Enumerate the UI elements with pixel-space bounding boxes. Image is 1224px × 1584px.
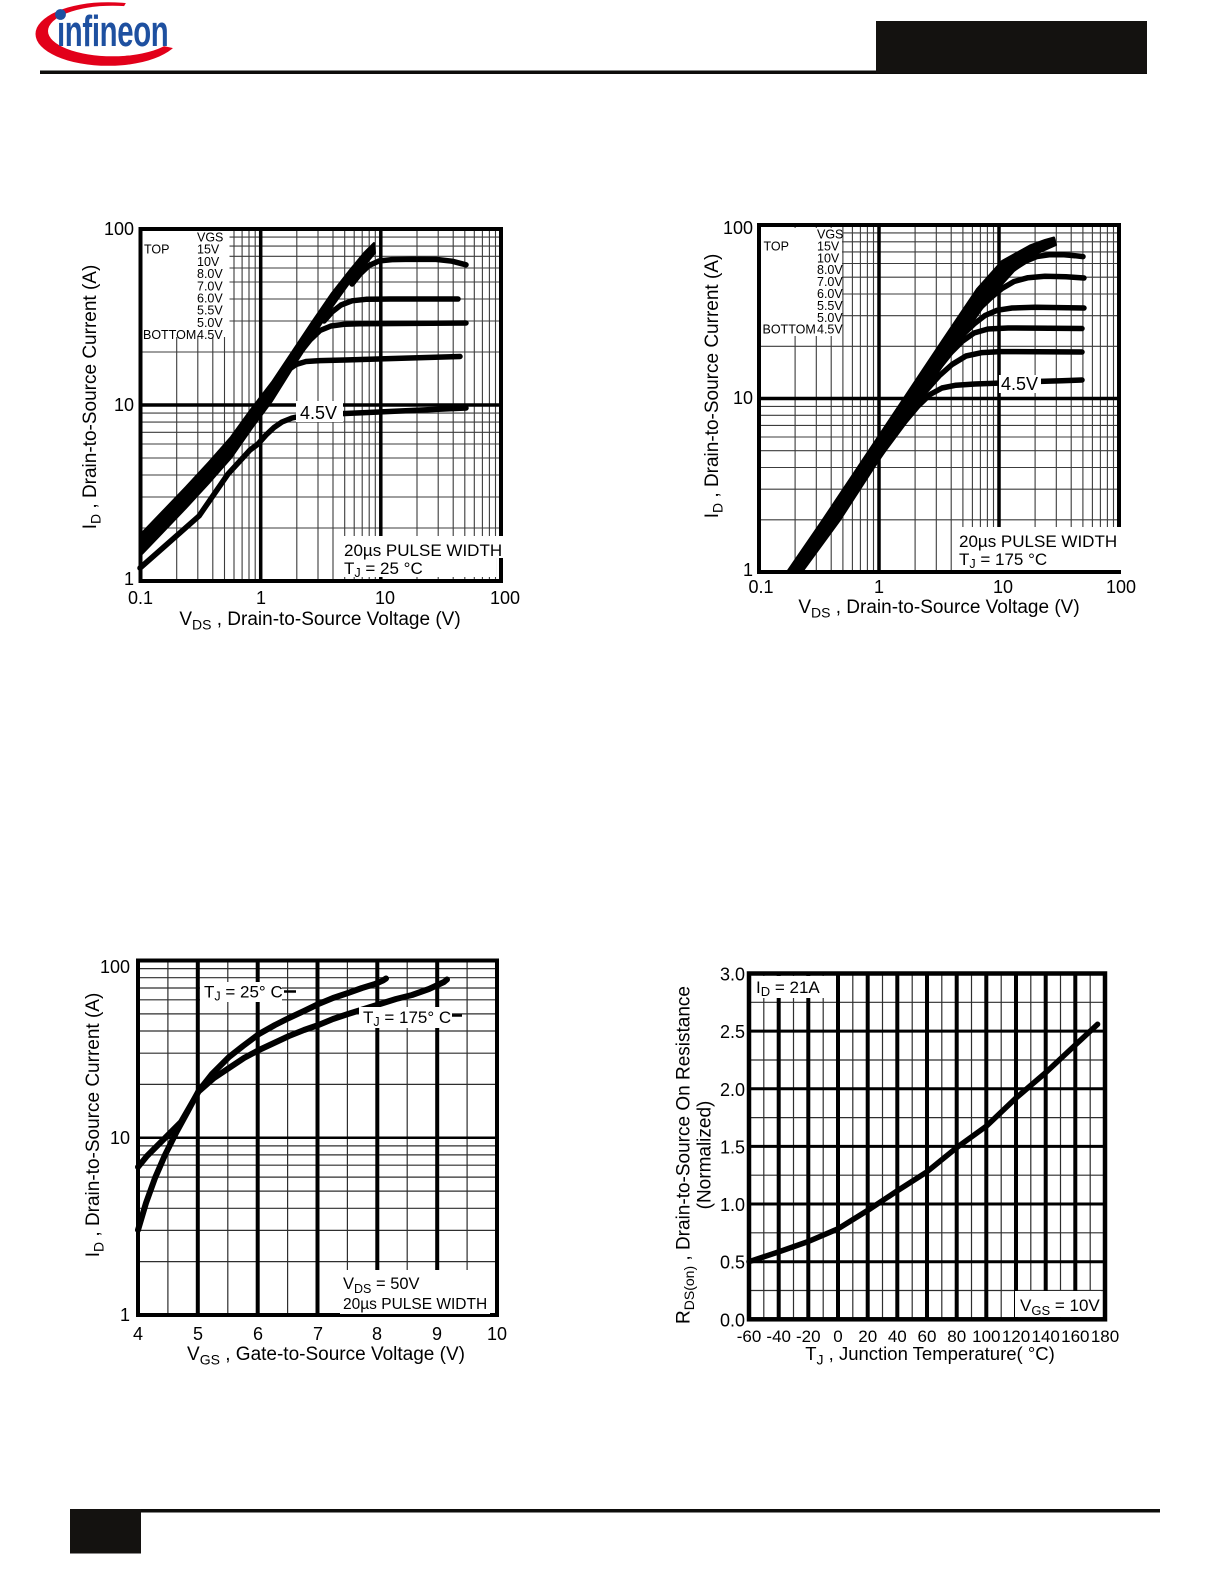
svg-text:ID , Drain-to-Source Current: ID , Drain-to-Source Current (A) (702, 254, 726, 519)
svg-text:180: 180 (1091, 1327, 1119, 1346)
svg-text:100: 100 (972, 1327, 1000, 1346)
svg-text:VGS: VGS (817, 228, 843, 242)
svg-text:(Normalized): (Normalized) (695, 1101, 716, 1210)
svg-text:20µs PULSE WIDTH: 20µs PULSE WIDTH (344, 541, 502, 560)
svg-text:ID , Drain-to-Source Current: ID , Drain-to-Source Current (A) (80, 265, 104, 530)
svg-text:20µs PULSE WIDTH: 20µs PULSE WIDTH (959, 532, 1117, 551)
svg-text:VDS , Drain-to-Source Voltage: VDS , Drain-to-Source Voltage (V) (798, 597, 1079, 621)
svg-text:10V: 10V (817, 251, 840, 265)
svg-text:10: 10 (375, 588, 395, 608)
svg-text:20µs PULSE WIDTH: 20µs PULSE WIDTH (343, 1296, 487, 1313)
svg-text:-20: -20 (796, 1327, 821, 1346)
svg-text:100: 100 (104, 219, 134, 239)
svg-text:2.0: 2.0 (720, 1080, 745, 1100)
svg-text:100: 100 (1106, 577, 1136, 597)
svg-text:15V: 15V (817, 239, 840, 253)
svg-text:5.0V: 5.0V (197, 316, 223, 330)
svg-text:15V: 15V (197, 243, 220, 257)
svg-text:-40: -40 (766, 1327, 791, 1346)
svg-text:60: 60 (918, 1327, 937, 1346)
svg-text:VGS: VGS (197, 231, 223, 245)
svg-text:4.5V: 4.5V (1001, 374, 1038, 394)
svg-text:10: 10 (487, 1324, 507, 1344)
svg-text:4.5V: 4.5V (817, 323, 843, 337)
svg-text:1.5: 1.5 (720, 1137, 745, 1157)
svg-text:80: 80 (947, 1327, 966, 1346)
svg-text:100: 100 (490, 588, 520, 608)
svg-text:4: 4 (133, 1324, 143, 1344)
svg-text:TOP: TOP (144, 243, 169, 257)
svg-text:RDS(on) , Drain-to-Source On R: RDS(on) , Drain-to-Source On Resistance (674, 986, 698, 1324)
svg-text:5.5V: 5.5V (817, 299, 843, 313)
svg-text:7: 7 (313, 1324, 323, 1344)
svg-text:-60: -60 (737, 1327, 762, 1346)
svg-text:VDS , Drain-to-Source Voltage: VDS , Drain-to-Source Voltage (V) (179, 609, 460, 633)
svg-text:4.5V: 4.5V (197, 328, 223, 342)
svg-text:0.1: 0.1 (128, 588, 153, 608)
svg-text:160: 160 (1061, 1327, 1089, 1346)
svg-text:1: 1 (874, 577, 884, 597)
svg-text:6: 6 (253, 1324, 263, 1344)
svg-text:0.5: 0.5 (720, 1253, 745, 1273)
svg-text:1: 1 (124, 569, 134, 589)
svg-text:6.0V: 6.0V (197, 292, 223, 306)
svg-text:8.0V: 8.0V (197, 267, 223, 281)
svg-text:0: 0 (833, 1327, 842, 1346)
svg-text:0.0: 0.0 (720, 1310, 745, 1330)
svg-text:0.1: 0.1 (748, 577, 773, 597)
svg-text:TJ = 175 °C: TJ = 175 °C (959, 550, 1047, 571)
svg-text:VGS = 10V: VGS = 10V (1020, 1296, 1100, 1318)
svg-text:100: 100 (100, 957, 130, 977)
svg-text:5.0V: 5.0V (817, 311, 843, 325)
svg-text:120: 120 (1002, 1327, 1030, 1346)
svg-text:TJ = 25 °C: TJ = 25 °C (344, 559, 423, 580)
svg-text:10: 10 (114, 395, 134, 415)
svg-text:VGS , Gate-to-Source Voltage (: VGS , Gate-to-Source Voltage (V) (187, 1344, 465, 1368)
svg-text:7.0V: 7.0V (817, 275, 843, 289)
svg-text:ınfineon: ınfineon (57, 6, 168, 55)
svg-text:TJ = 25° C: TJ = 25° C (204, 983, 283, 1004)
svg-text:TJ , Junction Temperature( °C): TJ , Junction Temperature( °C) (805, 1343, 1055, 1368)
svg-text:100: 100 (723, 218, 753, 238)
svg-text:9: 9 (432, 1324, 442, 1344)
svg-text:BOTTOM: BOTTOM (143, 328, 196, 342)
svg-text:4.5V: 4.5V (300, 403, 337, 423)
svg-text:6.0V: 6.0V (817, 287, 843, 301)
svg-text:1: 1 (743, 560, 753, 580)
svg-text:20: 20 (858, 1327, 877, 1346)
svg-text:TOP: TOP (764, 239, 789, 253)
svg-text:TJ = 175° C: TJ = 175° C (363, 1008, 451, 1029)
svg-text:ID = 21A: ID = 21A (756, 978, 820, 999)
svg-text:3.0: 3.0 (720, 965, 745, 985)
svg-text:1: 1 (120, 1305, 130, 1325)
svg-text:10: 10 (110, 1128, 130, 1148)
svg-text:5.5V: 5.5V (197, 304, 223, 318)
svg-text:7.0V: 7.0V (197, 279, 223, 293)
svg-text:10: 10 (993, 577, 1013, 597)
svg-text:140: 140 (1032, 1327, 1060, 1346)
svg-text:10: 10 (733, 388, 753, 408)
svg-text:1: 1 (256, 588, 266, 608)
svg-text:10V: 10V (197, 255, 220, 269)
svg-text:8: 8 (372, 1324, 382, 1344)
svg-text:ID , Drain-to-Source Current: ID , Drain-to-Source Current (A) (83, 993, 107, 1258)
svg-text:BOTTOM: BOTTOM (763, 323, 816, 337)
svg-text:2.5: 2.5 (720, 1022, 745, 1042)
svg-text:8.0V: 8.0V (817, 263, 843, 277)
svg-text:1.0: 1.0 (720, 1195, 745, 1215)
svg-text:40: 40 (888, 1327, 907, 1346)
svg-text:5: 5 (193, 1324, 203, 1344)
